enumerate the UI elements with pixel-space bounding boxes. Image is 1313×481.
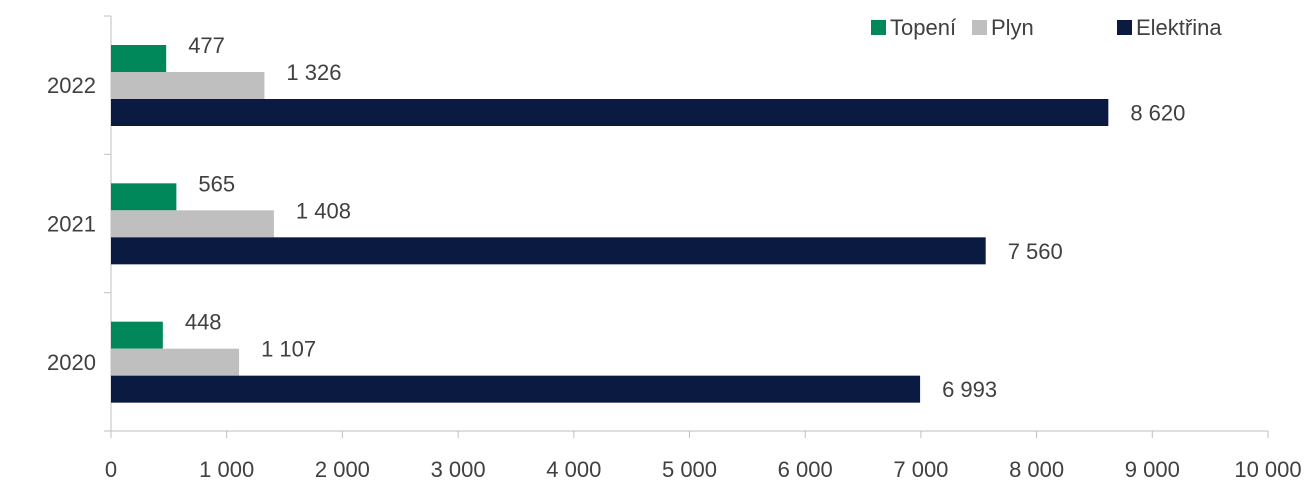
bar-elekt-ina-2021 xyxy=(111,237,986,265)
bar-topen--2021 xyxy=(111,183,177,211)
legend-swatch xyxy=(972,20,987,35)
x-tick-label: 4 000 xyxy=(546,457,601,481)
x-tick-label: 2 000 xyxy=(315,457,370,481)
category-label: 2022 xyxy=(47,73,96,98)
data-label: 1 326 xyxy=(286,60,341,85)
data-label: 448 xyxy=(185,310,222,335)
x-tick-label: 10 000 xyxy=(1234,457,1301,481)
data-label: 565 xyxy=(198,171,235,196)
bar-topen--2022 xyxy=(111,45,167,72)
bar-plyn-2022 xyxy=(111,72,265,99)
bar-topen--2020 xyxy=(111,321,163,349)
data-label: 1 408 xyxy=(296,198,351,223)
bar-plyn-2020 xyxy=(111,348,240,376)
category-label: 2021 xyxy=(47,212,96,237)
bar-elekt-ina-2020 xyxy=(111,375,921,403)
x-tick-label: 5 000 xyxy=(662,457,717,481)
x-tick-label: 0 xyxy=(105,457,117,481)
data-label: 6 993 xyxy=(942,377,997,402)
legend-swatch xyxy=(1117,20,1132,35)
bar-plyn-2021 xyxy=(111,210,274,238)
data-label: 8 620 xyxy=(1130,101,1185,126)
legend-swatch xyxy=(871,20,886,35)
x-tick-label: 1 000 xyxy=(199,457,254,481)
legend-label: Topení xyxy=(890,15,956,40)
legend-label: Plyn xyxy=(991,15,1034,40)
x-tick-label: 8 000 xyxy=(1009,457,1064,481)
data-label: 477 xyxy=(188,33,225,58)
x-tick-label: 7 000 xyxy=(893,457,948,481)
data-label: 7 560 xyxy=(1008,239,1063,264)
data-label: 1 107 xyxy=(261,337,316,362)
legend-label: Elektřina xyxy=(1136,15,1222,40)
x-tick-label: 9 000 xyxy=(1125,457,1180,481)
x-tick-label: 3 000 xyxy=(431,457,486,481)
bar-elekt-ina-2022 xyxy=(111,99,1109,126)
x-tick-label: 6 000 xyxy=(778,457,833,481)
category-label: 2020 xyxy=(47,350,96,375)
